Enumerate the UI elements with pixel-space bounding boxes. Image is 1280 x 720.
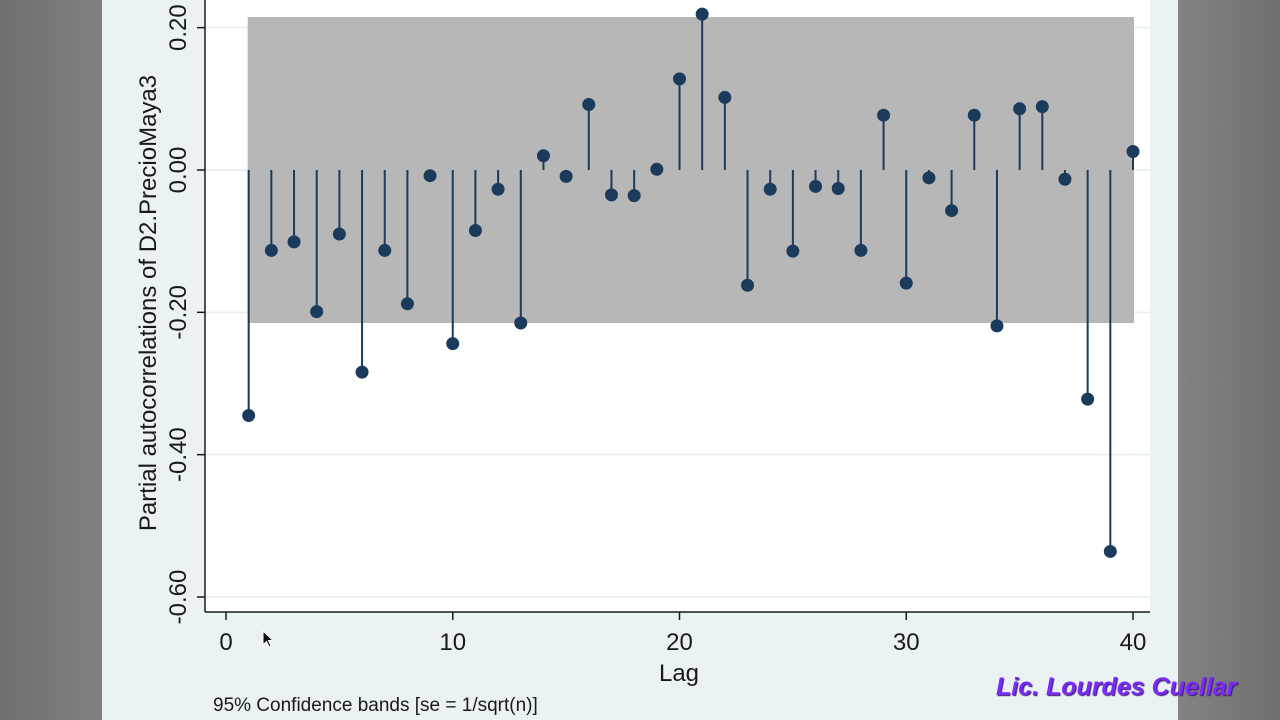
stem-point <box>1103 544 1117 558</box>
stem-point <box>604 188 618 202</box>
x-tick-label: 0 <box>219 629 232 656</box>
stem-point <box>967 108 981 122</box>
stem-point <box>990 319 1004 333</box>
stem-point <box>1081 392 1095 406</box>
stem-point <box>332 227 346 241</box>
stem-point <box>1035 100 1049 114</box>
stem-point <box>446 337 460 351</box>
stem-point <box>809 179 823 193</box>
y-tick-label: -0.60 <box>165 570 192 625</box>
stem-point <box>718 90 732 104</box>
author-watermark: Lic. Lourdes Cuellar <box>996 673 1237 701</box>
confidence-band <box>247 16 1135 324</box>
confidence-note: 95% Confidence bands [se = 1/sqrt(n)] <box>213 695 538 716</box>
x-tick-label: 10 <box>439 629 466 656</box>
stem-point <box>355 365 369 379</box>
stem-point <box>673 72 686 86</box>
stem-point <box>264 243 278 257</box>
right-backdrop <box>1178 0 1280 720</box>
mouse-cursor-icon <box>262 630 275 648</box>
stems <box>242 7 1140 558</box>
y-tick-label: 0.20 <box>165 4 192 51</box>
x-axis-label: Lag <box>659 660 699 687</box>
x-tick-label: 20 <box>666 629 693 656</box>
stem-point <box>1126 144 1140 158</box>
stem-point <box>831 182 845 196</box>
stem-point <box>741 278 755 292</box>
stem-point <box>287 235 301 249</box>
y-tick-label: 0.00 <box>165 147 192 194</box>
stem-point <box>650 162 664 176</box>
axes: 0 10 20 30 40 -0.60 -0.40 -0.20 0.00 0.20 <box>165 0 1150 656</box>
stem-point <box>310 305 324 319</box>
stem-point <box>242 409 256 423</box>
stem-point <box>536 149 550 163</box>
stem-point <box>695 7 709 21</box>
stem-point <box>582 98 596 112</box>
stem-point <box>922 171 936 185</box>
stem-point <box>514 316 528 330</box>
stem-point <box>627 189 641 203</box>
stem-point <box>423 169 437 183</box>
x-tick-label: 30 <box>893 629 920 656</box>
stem-point <box>1058 172 1072 186</box>
stem-point <box>945 204 959 218</box>
stem-point <box>899 276 913 290</box>
y-tick-label: -0.40 <box>165 427 192 482</box>
stem-point <box>559 169 573 183</box>
stem-point <box>786 244 800 258</box>
y-axis-label: Partial autocorrelations of D2.PrecioMay… <box>135 75 162 531</box>
x-tick-label: 40 <box>1120 629 1147 656</box>
y-tick-label: -0.20 <box>165 285 192 340</box>
stem-point <box>491 182 505 196</box>
stem-point <box>378 243 392 257</box>
left-backdrop <box>0 0 102 720</box>
stem-point <box>854 243 868 257</box>
stem-point <box>763 182 777 196</box>
stem-point <box>400 297 414 311</box>
stem-point <box>1013 102 1027 116</box>
stem-point <box>468 223 482 237</box>
stem-point <box>877 108 891 122</box>
